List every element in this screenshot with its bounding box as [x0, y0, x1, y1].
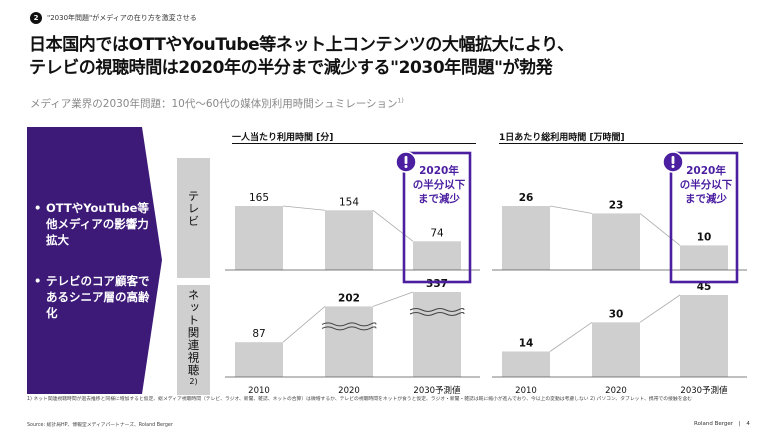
tv-value-label: 74 [430, 227, 444, 239]
footnote: 1) ネット関連視聴時間が過去推移と同様に増加すると仮定、総メディア視聴時間（テ… [27, 397, 693, 402]
axis-break-mark [321, 326, 377, 331]
axis-break-mark [321, 322, 377, 327]
net-connector-line [639, 294, 681, 323]
callout-text: 2020年 [686, 164, 726, 177]
highlight-box [669, 151, 739, 284]
callout-text: まで減少 [418, 192, 460, 205]
category-label: 2010 [248, 386, 270, 396]
net-bar [413, 292, 461, 377]
category-label: 2020 [605, 386, 627, 396]
chart-2: 26 23 10 14 30 45 2010 2020 2030予測値 2020年の半分以下まで減… [492, 151, 747, 396]
net-value-label: 14 [519, 337, 534, 349]
section-badge: 2 [30, 12, 42, 24]
tv-connector-line [282, 205, 326, 211]
net-bar [502, 351, 550, 377]
callout-text: 2020年 [419, 164, 459, 177]
arrow-shape [27, 127, 162, 394]
tv-bar [325, 210, 373, 270]
row-label-net-text: ネット関連視聴 [186, 289, 201, 377]
row-label-net-sup: 2) [189, 376, 198, 386]
tv-bar [413, 241, 461, 270]
page-subtitle: メディア業界の2030年問題：10代～60代の媒体別利用時間シュミレーション1) [30, 96, 404, 111]
net-value-label: 337 [426, 278, 448, 290]
row-label-tv: テレビ [177, 158, 210, 278]
tv-bar [680, 245, 728, 270]
exclamation-icon-bar [404, 156, 408, 164]
row-label-net: ネット関連視聴 2) [177, 285, 210, 395]
axis-break-mark [409, 312, 465, 316]
category-label: 2010 [515, 386, 537, 396]
tv-value-label: 26 [519, 192, 534, 204]
page-number: 4 [746, 421, 750, 427]
bullet-item: テレビのコア顧客であるシニア層の高齢化 [34, 273, 152, 321]
category-label: 2030予測値 [413, 385, 461, 396]
category-label: 2030予測値 [680, 385, 728, 396]
brand-name: Roland Berger [694, 421, 734, 427]
bullet-list: OTTやYouTube等他メディアの影響力拡大 テレビのコア顧客であるシニア層の… [34, 200, 152, 346]
bullet-item: OTTやYouTube等他メディアの影響力拡大 [34, 200, 152, 248]
chart-1-title: 一人当たり利用時間 [分] [232, 133, 334, 143]
page-title-line-2: テレビの視聴時間は2020年の半分まで減少する"2030年問題"が勃発 [29, 58, 553, 78]
section-topic: "2030年問題"がメディアの在り方を激変させる [47, 14, 197, 22]
net-connector-line [282, 306, 326, 343]
axis-break-mark [409, 308, 465, 312]
chart-1: 165 154 74 87 202 337 2010 2020 2030予測値 2020年の半分以… [225, 151, 480, 396]
tv-bar [235, 206, 283, 270]
chart-2-title-rule [499, 143, 743, 144]
net-bar [680, 295, 728, 377]
net-bar [325, 306, 373, 377]
page-title-line-1: 日本国内ではOTTやYouTube等ネット上コンテンツの大幅拡大により、 [29, 35, 574, 55]
net-bar [235, 342, 283, 377]
net-value-label: 30 [609, 308, 624, 320]
page-subtitle-sup: 1) [397, 97, 404, 105]
row-label-tv-text: テレビ [186, 190, 201, 228]
net-bar [592, 322, 640, 377]
exclamation-icon-bar [671, 156, 675, 164]
exclamation-icon-dot [671, 165, 675, 168]
chart-1-title-rule [232, 143, 476, 144]
page-title: 日本国内ではOTTやYouTube等ネット上コンテンツの大幅拡大により、 テレビ… [29, 34, 574, 80]
tv-connector-line [372, 209, 414, 242]
page-subtitle-text: メディア業界の2030年問題：10代～60代の媒体別利用時間シュミレーション [30, 98, 398, 110]
net-connector-line [372, 291, 414, 307]
exclamation-icon-dot [404, 165, 408, 168]
highlight-box [402, 151, 472, 284]
source-note: Source: 総計局HP、博報堂メディアパートナーズ、Roland Berge… [27, 423, 173, 428]
callout-text: まで減少 [685, 192, 727, 205]
tv-connector-line [549, 205, 593, 214]
net-value-label: 87 [252, 328, 265, 340]
net-value-label: 202 [338, 292, 360, 304]
tv-bar [502, 206, 550, 270]
footer-divider: | [738, 421, 741, 427]
callout-text: の半分以下 [680, 178, 733, 191]
category-label: 2020 [338, 386, 360, 396]
tv-bar [592, 213, 640, 270]
net-value-label: 45 [697, 281, 712, 293]
net-connector-line [549, 322, 593, 352]
brand-footer: Roland Berger | 4 [694, 421, 750, 427]
tv-value-label: 165 [249, 192, 269, 204]
callout-text: の半分以下 [413, 178, 466, 191]
left-arrow-panel [27, 127, 162, 394]
tv-value-label: 10 [697, 231, 712, 243]
tv-connector-line [639, 213, 681, 246]
chart-2-title: 1日あたり総利用時間 [万時間] [499, 133, 625, 143]
tv-value-label: 23 [609, 199, 624, 211]
tv-value-label: 154 [339, 196, 359, 208]
